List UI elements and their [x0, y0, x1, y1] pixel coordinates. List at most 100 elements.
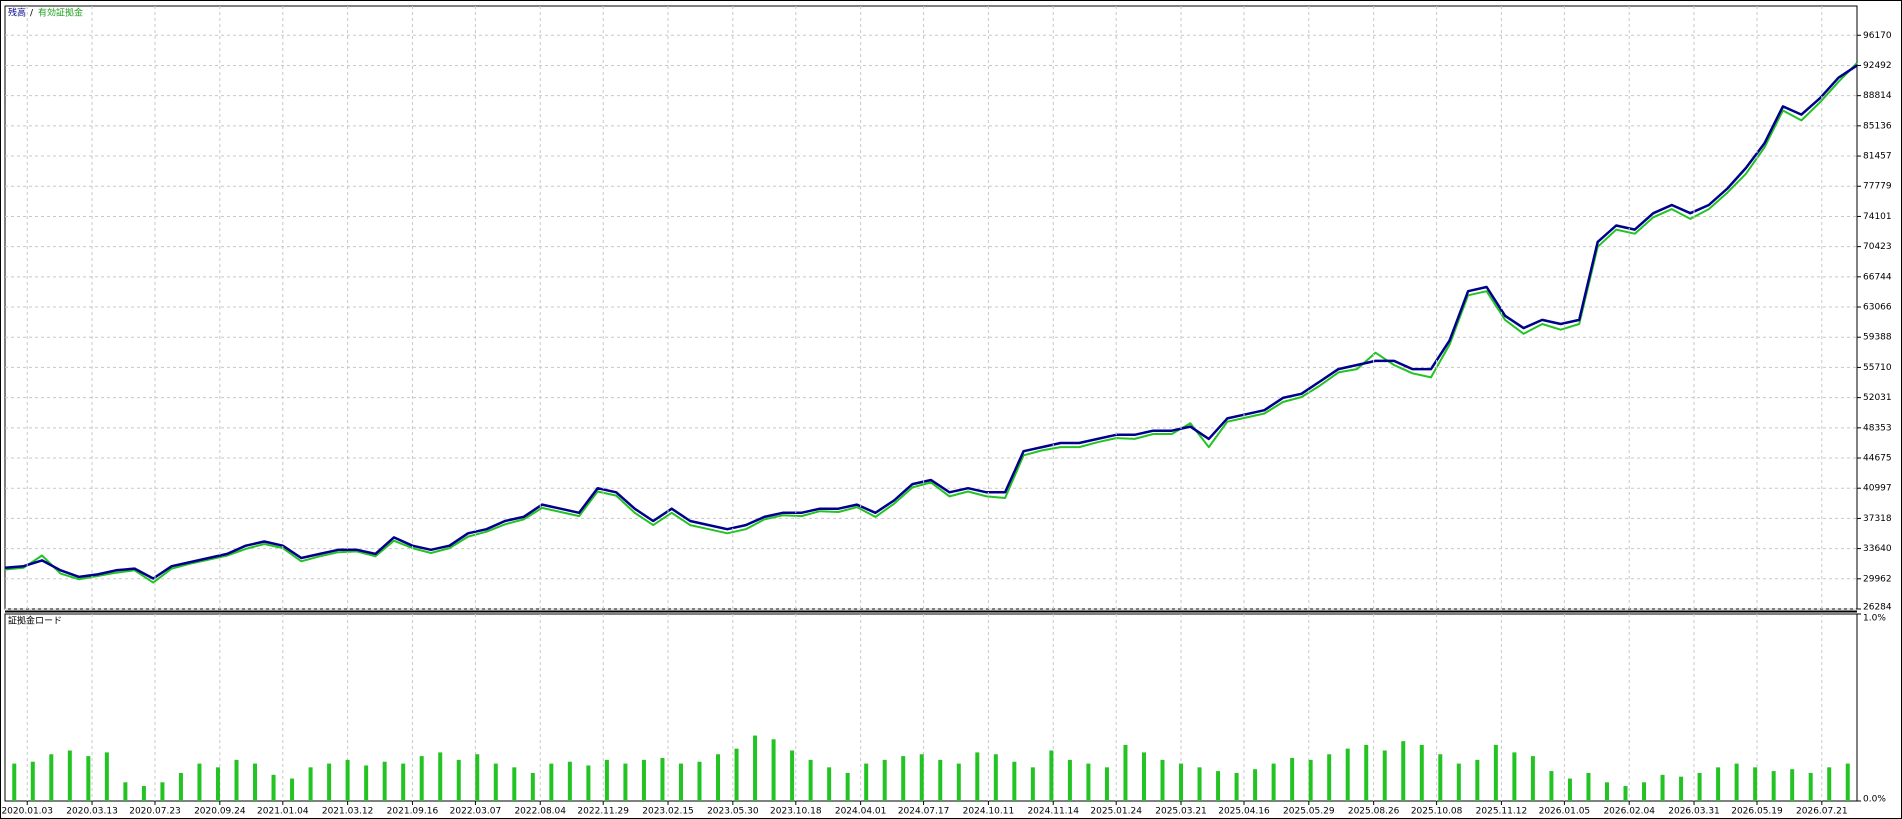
load-bar	[1290, 757, 1295, 801]
load-bar	[1141, 752, 1146, 801]
load-bar	[1771, 771, 1776, 801]
load-bar	[753, 735, 758, 801]
load-bar	[827, 767, 832, 801]
load-bar	[530, 772, 535, 801]
load-bar	[716, 754, 721, 801]
load-bar	[1567, 778, 1572, 801]
load-bar	[1308, 759, 1313, 801]
load-bar	[141, 786, 146, 801]
equity-line	[4, 62, 1858, 584]
load-bar	[1160, 759, 1165, 801]
x-tick-label: 2025.01.24	[1090, 807, 1142, 817]
load-bar	[401, 763, 406, 801]
load-bar	[919, 754, 924, 801]
y-tick-label: 59388	[1863, 333, 1892, 343]
y-tick-label: 44675	[1863, 454, 1892, 464]
load-bar	[1586, 772, 1591, 801]
load-bar	[660, 757, 665, 801]
load-bar	[790, 750, 795, 801]
load-bar	[493, 763, 498, 801]
x-tick-label: 2024.11.14	[1027, 807, 1079, 817]
load-bar	[938, 759, 943, 801]
y-tick-label: 92492	[1863, 61, 1892, 71]
load-bar	[734, 748, 739, 801]
load-bar	[456, 759, 461, 801]
load-bar	[512, 767, 517, 801]
x-tick-label: 2026.01.05	[1539, 807, 1591, 817]
load-bar	[1179, 763, 1184, 801]
load-bar	[1512, 752, 1517, 801]
load-bar	[1271, 763, 1276, 801]
y-tick-label: 55710	[1863, 363, 1892, 373]
load-bar	[1197, 767, 1202, 801]
load-bar	[1438, 754, 1443, 801]
x-tick-label: 2025.10.08	[1411, 807, 1463, 817]
load-bar	[567, 761, 572, 801]
load-bar	[253, 763, 258, 801]
y-tick-label: 52031	[1863, 393, 1892, 403]
load-bar	[1697, 772, 1702, 801]
load-bar	[382, 761, 387, 801]
x-tick-label: 2024.04.01	[835, 807, 887, 817]
load-bar	[1642, 782, 1647, 801]
x-tick-label: 2025.04.16	[1218, 807, 1270, 817]
balance-line	[4, 64, 1858, 580]
x-tick-label: 2020.07.23	[129, 807, 181, 817]
load-bar	[1327, 754, 1332, 801]
load-bar	[1049, 750, 1054, 801]
load-bar	[1216, 771, 1221, 801]
load-bar	[1845, 763, 1850, 801]
x-tick-label: 2023.10.18	[770, 807, 822, 817]
load-bar	[1086, 763, 1091, 801]
y-tick-label: 85136	[1863, 121, 1892, 131]
y-tick-label: 48353	[1863, 423, 1892, 433]
load-bar	[975, 752, 980, 801]
x-tick-label: 2025.08.26	[1348, 807, 1400, 817]
load-bar	[1753, 767, 1758, 801]
load-bar	[271, 774, 276, 801]
x-tick-label: 2020.03.13	[66, 807, 118, 817]
load-bar	[586, 765, 591, 801]
load-bar	[864, 763, 869, 801]
x-tick-label: 2026.05.19	[1731, 807, 1783, 817]
plot-layer: 26284 29962 33640 37318 40997 44675 48353 52031…	[1, 6, 1892, 817]
x-tick-label: 2025.03.21	[1155, 807, 1207, 817]
y-tick-label: 29962	[1863, 574, 1892, 584]
load-bar	[1827, 767, 1832, 801]
load-bar	[549, 763, 554, 801]
x-tick-label: 2025.05.29	[1283, 807, 1335, 817]
load-bar	[956, 763, 961, 801]
load-bar	[1549, 771, 1554, 801]
y-tick-label: 81457	[1863, 152, 1892, 162]
load-bar	[1623, 786, 1628, 801]
load-bar	[86, 756, 91, 801]
y-tick-label: 74101	[1863, 212, 1892, 222]
load-bar	[12, 763, 17, 801]
load-bar	[845, 772, 850, 801]
x-tick-label: 2021.01.04	[257, 807, 309, 817]
load-bar	[30, 761, 35, 801]
load-bar	[419, 756, 424, 801]
load-bar	[678, 763, 683, 801]
load-bar	[67, 750, 72, 801]
x-tick-label: 2020.09.24	[194, 807, 246, 817]
x-tick-label: 2024.10.11	[963, 807, 1015, 817]
load-bar	[1493, 744, 1498, 801]
y-tick-label: 63066	[1863, 303, 1892, 313]
load-bar	[104, 752, 109, 801]
load-bar	[345, 759, 350, 801]
load-bar	[1419, 744, 1424, 801]
y-tick-label: 66744	[1863, 272, 1892, 282]
x-tick-label: 2026.03.31	[1668, 807, 1720, 817]
load-bar	[1104, 767, 1109, 801]
load-bar	[197, 763, 202, 801]
load-bar	[1660, 774, 1665, 801]
load-bar	[882, 759, 887, 801]
x-tick-label: 2021.03.12	[322, 807, 374, 817]
load-bar	[215, 767, 220, 801]
x-tick-label: 2026.07.21	[1796, 807, 1848, 817]
legend-equity: 有効証拠金	[38, 7, 83, 19]
load-bar	[234, 759, 239, 801]
